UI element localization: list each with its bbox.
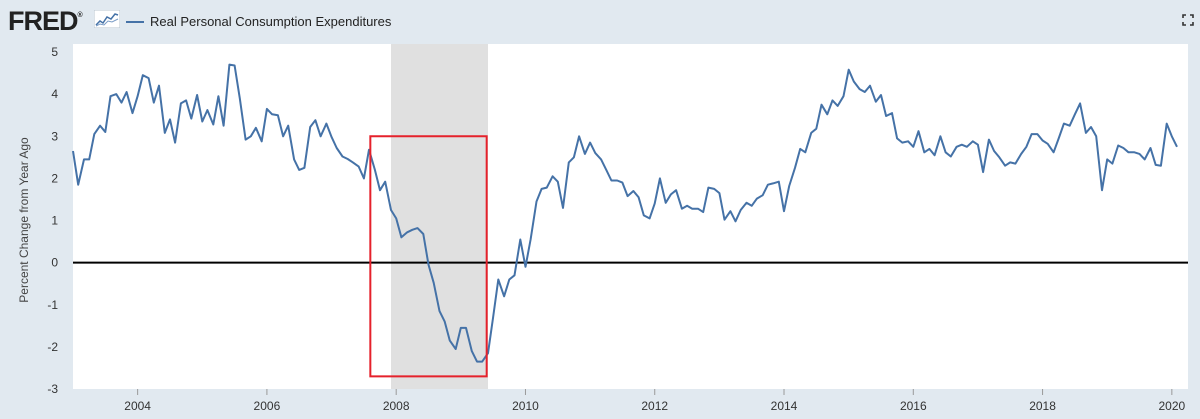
chart-legend[interactable]: Real Personal Consumption Expenditures [126, 14, 391, 29]
y-tick-label: 4 [51, 87, 58, 101]
legend-label: Real Personal Consumption Expenditures [150, 14, 392, 29]
highlight-box [369, 135, 488, 378]
y-tick-label: -3 [47, 382, 58, 396]
x-tick-label: 2008 [383, 399, 410, 413]
y-tick-label: 5 [51, 45, 58, 59]
y-tick-label: -2 [47, 340, 58, 354]
fred-logo-text: FRED [8, 6, 78, 36]
x-tick-label: 2010 [512, 399, 539, 413]
fullscreen-icon[interactable] [1182, 14, 1194, 26]
x-tick-label: 2014 [771, 399, 798, 413]
x-tick-label: 2018 [1029, 399, 1056, 413]
x-tick-label: 2016 [900, 399, 927, 413]
chart-header: FRED® Real Personal Consumption Expendit… [0, 0, 1200, 44]
x-tick-label: 2020 [1158, 399, 1185, 413]
x-tick-label: 2004 [124, 399, 151, 413]
y-tick-label: -1 [47, 298, 58, 312]
y-tick-label: 0 [51, 256, 58, 270]
y-tick-label: 2 [51, 171, 58, 185]
series-line[interactable] [72, 63, 1178, 363]
fred-sparkline-icon [94, 10, 120, 28]
y-axis-label: Percent Change from Year Ago [17, 137, 31, 303]
x-tick-label: 2006 [254, 399, 281, 413]
y-tick-label: 3 [51, 129, 58, 143]
x-tick-label: 2012 [641, 399, 668, 413]
fred-logo[interactable]: FRED® [8, 6, 83, 37]
plot-area [73, 44, 1188, 389]
legend-swatch [126, 20, 144, 23]
y-tick-label: 1 [51, 214, 58, 228]
fred-logo-registered-mark: ® [77, 12, 83, 19]
recession-band [391, 44, 488, 389]
